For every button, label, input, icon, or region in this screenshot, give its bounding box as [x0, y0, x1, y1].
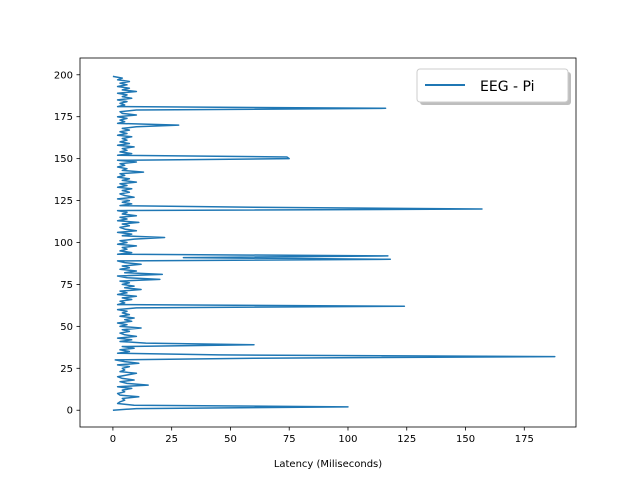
y-tick-label: 0 [67, 406, 73, 417]
series-line-eeg-pi [112, 75, 556, 411]
y-tick-label: 200 [54, 70, 73, 81]
legend-box [416, 68, 569, 103]
x-tick-label: 175 [515, 434, 534, 445]
y-axis-ticks: 0 25 50 75 100 125 150 175 200 [54, 70, 80, 417]
y-tick-label: 75 [60, 280, 73, 291]
x-tick-label: 150 [456, 434, 475, 445]
x-tick-label: 50 [224, 434, 237, 445]
y-tick-label: 25 [60, 364, 73, 375]
x-tick-label: 100 [338, 434, 357, 445]
x-tick-label: 0 [110, 434, 116, 445]
x-tick-label: 25 [165, 434, 178, 445]
x-axis-ticks: 0 25 50 75 100 125 150 175 [110, 427, 534, 445]
legend: EEG - Pi [416, 68, 571, 105]
x-axis-label: Latency (Miliseconds) [274, 459, 382, 470]
y-tick-label: 175 [54, 112, 73, 123]
x-tick-label: 75 [283, 434, 296, 445]
x-tick-label: 125 [397, 434, 416, 445]
plot-area [112, 75, 556, 411]
y-tick-label: 100 [54, 238, 73, 249]
y-tick-label: 50 [60, 322, 73, 333]
y-tick-label: 125 [54, 196, 73, 207]
legend-label-eeg-pi: EEG - Pi [480, 79, 535, 95]
y-tick-label: 150 [54, 154, 73, 165]
